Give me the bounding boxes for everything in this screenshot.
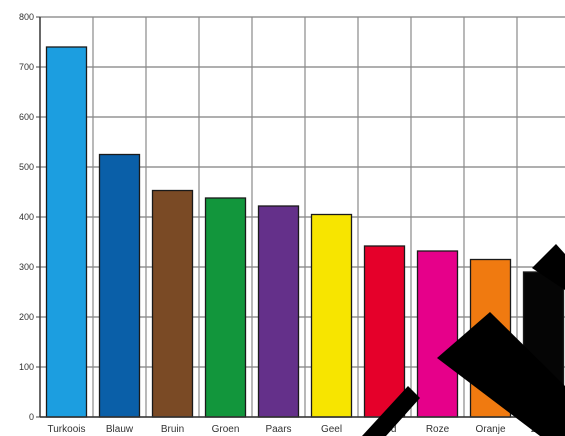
bar-geel: [310, 213, 353, 418]
y-tick-label: 500: [19, 162, 34, 172]
bar-turkoois: [45, 46, 88, 418]
y-tick-label: 100: [19, 362, 34, 372]
bar-bruin: [151, 189, 194, 418]
y-tick-label: 400: [19, 212, 34, 222]
x-axis: TurkooisBlauwBruinGroenPaarsGeelRoodRoze…: [40, 416, 565, 435]
y-axis: 0 100 200 300 400 500 600 700 800: [19, 12, 41, 422]
x-tick-label: Blauw: [106, 424, 134, 435]
y-tick-label: 700: [19, 62, 34, 72]
bar-rood: [363, 245, 406, 418]
black-diagonal-stroke-right: [532, 244, 565, 290]
bar-blauw: [98, 153, 141, 418]
y-tick-label: 600: [19, 112, 34, 122]
y-tick-label: 800: [19, 12, 34, 22]
x-tick-label: Bruin: [161, 424, 184, 435]
decorative-overlay: [362, 244, 565, 436]
bar-groen: [204, 197, 247, 418]
x-tick-label: Geel: [321, 424, 342, 435]
x-tick-label: Turkoois: [48, 424, 86, 435]
bar-roze: [416, 250, 459, 418]
y-tick-label: 0: [29, 412, 34, 422]
x-tick-label: Roze: [426, 424, 450, 435]
y-tick-label: 300: [19, 262, 34, 272]
x-tick-label: Groen: [212, 424, 240, 435]
bar-paars: [257, 205, 300, 418]
y-tick-label: 200: [19, 312, 34, 322]
black-diagonal-stroke-middle: [437, 312, 565, 436]
x-tick-label: Oranje: [475, 424, 505, 435]
x-tick-label: Paars: [265, 424, 291, 435]
black-diagonal-stroke-left: [362, 386, 420, 436]
